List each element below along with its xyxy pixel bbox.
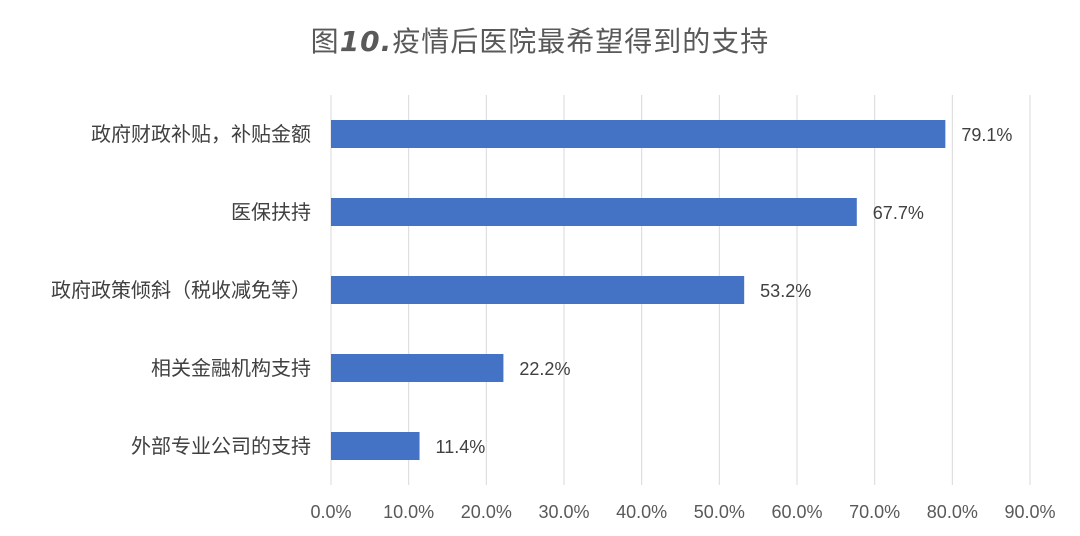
chart-title-prefix: 图	[310, 25, 340, 58]
data-label: 53.2%	[760, 281, 811, 301]
x-tick-label: 30.0%	[538, 502, 589, 522]
data-label: 67.7%	[873, 203, 924, 223]
category-label: 医保扶持	[231, 200, 311, 224]
bar	[331, 432, 420, 460]
bar	[331, 354, 504, 382]
data-label: 79.1%	[961, 125, 1012, 145]
data-label: 11.4%	[436, 437, 486, 457]
chart-title-number: 10.	[339, 25, 393, 58]
category-label: 政府政策倾斜（税收减免等）	[51, 278, 311, 302]
bars	[331, 120, 946, 460]
x-tick-label: 20.0%	[461, 502, 512, 522]
category-label: 外部专业公司的支持	[131, 434, 311, 458]
bar	[331, 120, 946, 148]
labels: 0.0% 10.0% 20.0% 30.0% 40.0% 50.0% 60.0% 70.0% 8…	[51, 122, 1056, 522]
bar	[331, 198, 857, 226]
x-tick-label: 10.0%	[383, 502, 434, 522]
x-tick-label: 50.0%	[694, 502, 745, 522]
x-tick-label: 40.0%	[616, 502, 667, 522]
chart-title-text: 疫情后医院最希望得到的支持	[392, 25, 770, 58]
x-tick-label: 60.0%	[771, 502, 822, 522]
category-label: 政府财政补贴，补贴金额	[91, 122, 311, 146]
chart-title: 图10.疫情后医院最希望得到的支持	[0, 20, 1080, 60]
x-tick-label: 90.0%	[1004, 502, 1055, 522]
data-label: 22.2%	[519, 359, 570, 379]
x-tick-label: 70.0%	[849, 502, 900, 522]
x-tick-label: 80.0%	[927, 502, 978, 522]
bar	[331, 276, 745, 304]
x-tick-label: 0.0%	[310, 502, 351, 522]
category-label: 相关金融机构支持	[151, 356, 311, 380]
